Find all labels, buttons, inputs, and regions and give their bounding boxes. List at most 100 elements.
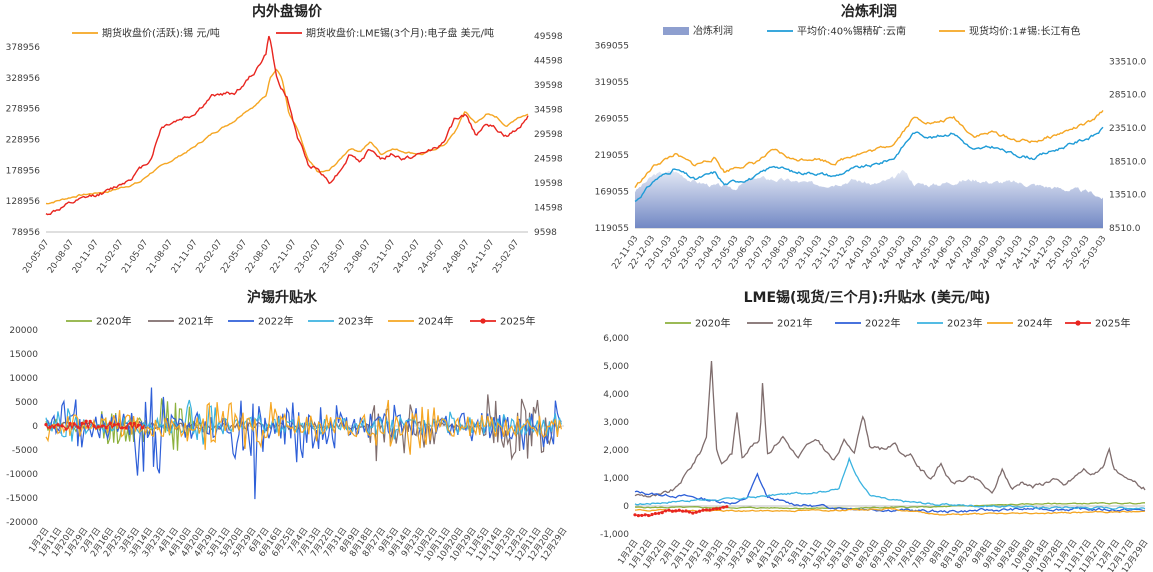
y-left-tick: 328956 <box>6 74 41 84</box>
series-2025年-point <box>84 419 88 423</box>
legend-2022年-label: 2022年 <box>865 317 900 330</box>
series-2025年-point <box>136 423 140 427</box>
series-2025年-point <box>691 511 695 515</box>
series-domestic-tin-line <box>45 68 529 205</box>
legend-2023年-label: 2023年 <box>947 317 982 330</box>
y-left-tick: 178956 <box>6 166 41 176</box>
y-tick: 0 <box>623 502 629 512</box>
legend-2025年-label: 2025年 <box>500 315 535 328</box>
chart-panel-shfe-basis: 沪锡升贴水 2020年 2021年 2022年 2023年 2024年 2025年 -2000… <box>0 286 576 572</box>
lme-tin-spread-chart: LME锡(现货/三个月):升贴水 (美元/吨) 2020年 2021年 2022年 20… <box>600 289 1150 572</box>
y-tick: 2,000 <box>603 446 629 456</box>
chart-panel-tin-prices: 内外盘锡价期货收盘价(活跃):锡 元/吨 期货收盘价:LME锡(3个月):电子盘 … <box>0 0 576 286</box>
chart-panel-smelting-profit: 冶炼利润 冶炼利润 平均价:40%锡精矿:云南 现货均价:1#锡:长江有色 119055… <box>577 0 1153 286</box>
series-2025年-point <box>643 513 647 517</box>
series-2025年-point <box>633 513 637 517</box>
y-tick: 1,000 <box>603 474 629 484</box>
shfe-tin-basis-chart: 沪锡升贴水 2020年 2021年 2022年 2023年 2024年 2025年 -2000… <box>6 289 569 563</box>
series-2025年-point <box>653 511 657 516</box>
series-2025年-point <box>108 421 112 425</box>
series-2025年-point <box>132 421 136 426</box>
legend-2021年-label: 2021年 <box>178 315 213 328</box>
y-tick: 4,000 <box>603 390 629 400</box>
legend-2020年-label: 2020年 <box>96 315 131 328</box>
series-2025年-point <box>116 422 120 426</box>
y-right-tick: 13510.0 <box>1109 191 1146 201</box>
series-2025年-point <box>704 508 708 512</box>
y-right-tick: 23510.0 <box>1109 124 1146 134</box>
series-2025年-point <box>681 509 685 513</box>
series-concentrate-line <box>634 126 1104 203</box>
y-right-tick: 44598 <box>534 56 563 66</box>
series-2025年-point <box>68 421 72 426</box>
series-2025年-point <box>711 507 715 511</box>
series-2022年-line <box>634 472 1146 514</box>
series-2025年-point <box>647 513 651 518</box>
y-tick: -10000 <box>6 470 38 480</box>
series-2025年-point <box>140 426 145 430</box>
y-right-tick: 49598 <box>534 32 563 42</box>
y-right-tick: 39598 <box>534 81 563 91</box>
series-2025年-point <box>104 426 108 430</box>
legend-domestic-tin-label: 期货收盘价(活跃):锡 元/吨 <box>102 27 220 40</box>
y-tick: 6,000 <box>603 334 629 344</box>
y-right-tick: 19598 <box>534 179 563 189</box>
series-2025年-point <box>698 509 702 513</box>
series-2025年-point <box>56 423 60 427</box>
series-2025年-point <box>636 514 640 518</box>
y-tick: -20000 <box>6 518 38 528</box>
chart-panel-lme-spread: LME锡(现货/三个月):升贴水 (美元/吨) 2020年 2021年 2022年 20… <box>577 286 1153 572</box>
series-2025年-line <box>634 505 727 517</box>
series-2025年-point <box>664 509 668 513</box>
legend-2022年-label: 2022年 <box>258 315 293 328</box>
series-2025年-point <box>80 421 84 425</box>
y-left-tick: 169055 <box>595 187 629 197</box>
y-left-tick: 128956 <box>6 197 41 207</box>
series-2025年-point <box>715 507 719 511</box>
y-right-tick: 24598 <box>534 154 563 164</box>
legend-2025年-marker <box>1075 320 1081 326</box>
series-lme-tin-line <box>45 35 529 216</box>
series-2025年-point <box>718 506 722 511</box>
series-2025年-point <box>694 510 698 514</box>
series-2025年-point <box>96 425 100 429</box>
legend-2023年-label: 2023年 <box>338 315 373 328</box>
y-right-tick: 34598 <box>534 105 563 115</box>
series-2025年-point <box>687 510 691 514</box>
series-2025年-point <box>64 427 68 431</box>
legend-lme-tin-label: 期货收盘价:LME锡(3个月):电子盘 美元/吨 <box>306 27 494 40</box>
y-right-tick: 28510.0 <box>1109 91 1146 101</box>
legend-2024年-label: 2024年 <box>1017 317 1052 330</box>
series-2025年-point <box>667 508 671 512</box>
series-2025年-point <box>708 508 712 512</box>
chart-title: 内外盘锡价 <box>252 3 323 20</box>
series-2025年-point <box>725 505 729 509</box>
series-2025年-point <box>701 508 705 512</box>
series-2025年-point <box>120 426 124 430</box>
series-2025年-point <box>52 425 56 429</box>
series-2024年-line <box>634 507 1146 516</box>
y-tick: -5000 <box>12 446 38 456</box>
series-2025年-point <box>677 508 681 512</box>
legend-concentrate-label: 平均价:40%锡精矿:云南 <box>797 25 906 38</box>
series-spot-price-line <box>634 109 1104 188</box>
legend-2025年-label: 2025年 <box>1095 317 1130 330</box>
y-tick: -1,000 <box>600 530 629 540</box>
series-2025年-point <box>128 421 132 425</box>
series-2025年-point <box>100 424 104 428</box>
y-left-tick: 78956 <box>11 228 40 238</box>
series-2025年-point <box>88 419 92 423</box>
y-tick: 5,000 <box>603 362 629 372</box>
series-2025年-point <box>657 511 661 515</box>
series-2023年-line <box>634 456 1146 510</box>
y-left-tick: 228956 <box>6 135 41 145</box>
y-tick: -15000 <box>6 494 38 504</box>
series-2025年-point <box>60 424 64 428</box>
y-left-tick: 269055 <box>595 114 629 124</box>
y-left-tick: 319055 <box>595 78 629 88</box>
y-right-tick: 8510.0 <box>1109 224 1141 234</box>
y-right-tick: 14598 <box>534 203 563 213</box>
legend-spot-price-label: 现货均价:1#锡:长江有色 <box>969 25 1080 38</box>
